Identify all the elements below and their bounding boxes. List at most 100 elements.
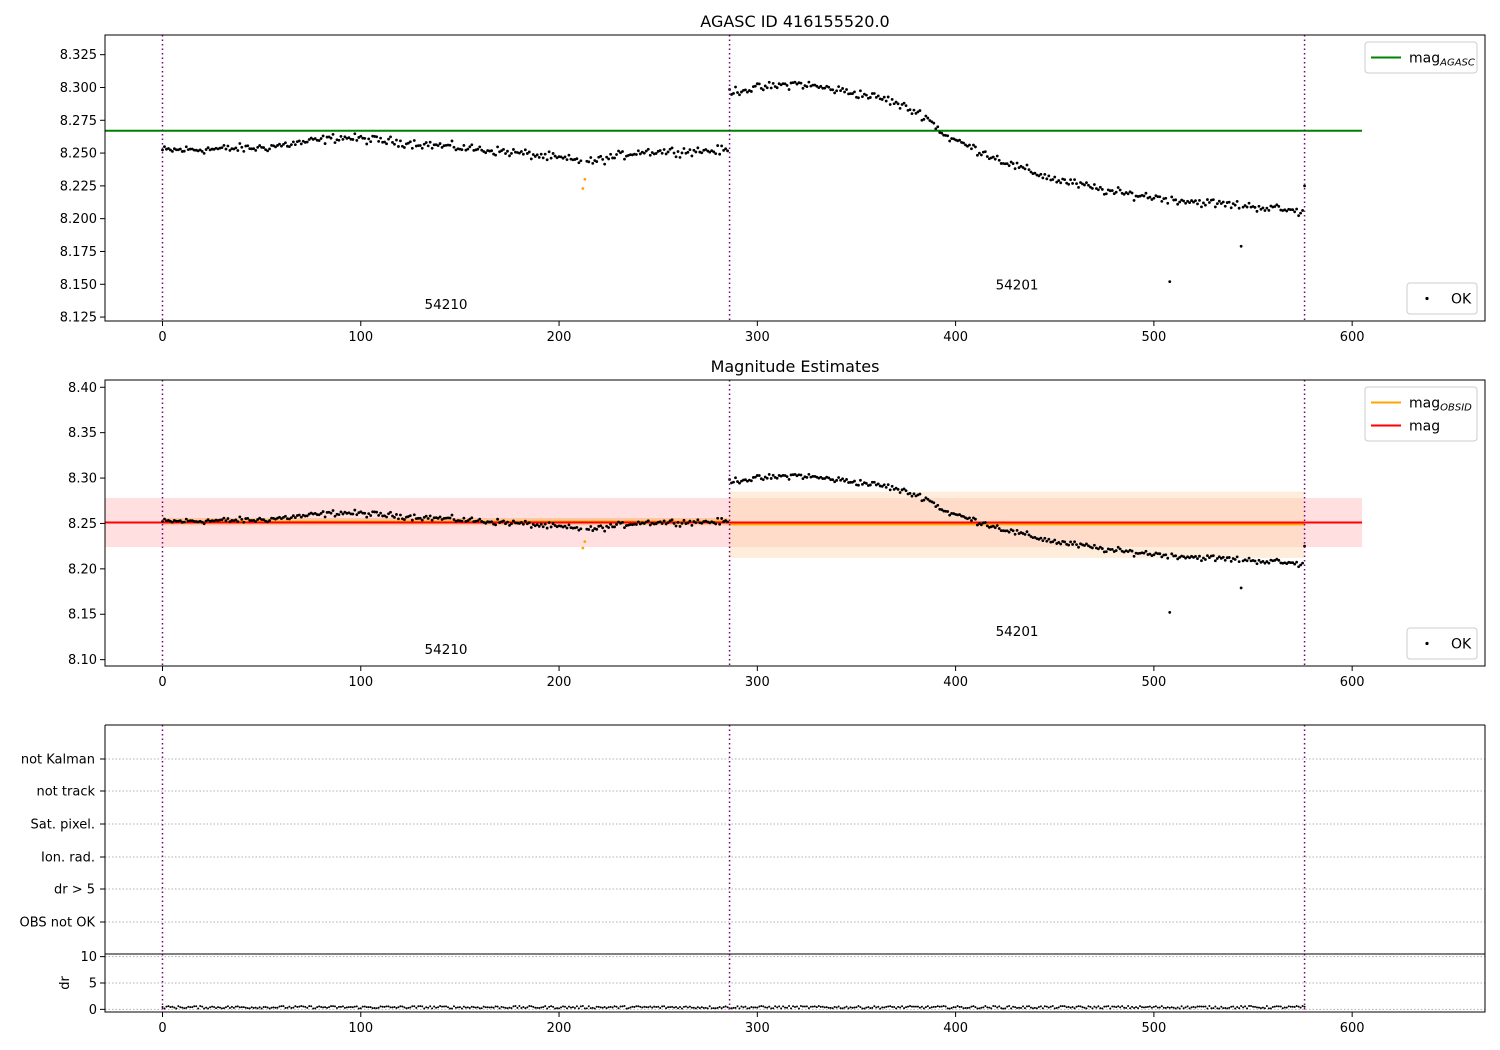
dr-point	[905, 1006, 908, 1009]
data-point	[365, 515, 369, 519]
dr-point	[679, 1005, 681, 1008]
data-point	[1073, 540, 1076, 544]
data-point	[811, 83, 815, 87]
data-point	[1130, 549, 1134, 553]
dr-point	[736, 1005, 739, 1008]
dr-point	[1214, 1005, 1217, 1008]
dr-point	[732, 1006, 735, 1009]
data-point	[1019, 164, 1023, 168]
dr-point	[470, 1005, 473, 1008]
data-point	[589, 525, 593, 528]
data-point	[1211, 554, 1215, 558]
data-point	[1085, 181, 1088, 185]
data-point	[418, 516, 422, 520]
dr-point	[625, 1007, 628, 1010]
dr-point	[387, 1005, 390, 1008]
data-point	[995, 154, 999, 158]
data-point	[537, 525, 541, 528]
dr-point	[244, 1006, 247, 1009]
data-point	[1239, 244, 1243, 248]
dr-point	[738, 1007, 741, 1010]
dr-point	[649, 1005, 652, 1008]
dr-point	[573, 1007, 576, 1010]
dr-point	[794, 1006, 796, 1009]
dr-point	[1232, 1005, 1235, 1008]
data-point	[985, 155, 989, 158]
dr-point	[298, 1005, 301, 1008]
dr-point	[768, 1005, 771, 1008]
data-point	[918, 109, 922, 112]
data-point	[246, 144, 250, 148]
data-point	[583, 540, 587, 544]
dr-point	[1037, 1005, 1040, 1008]
data-point	[169, 148, 172, 152]
data-point	[1098, 185, 1102, 189]
data-point	[607, 157, 611, 161]
data-point	[839, 478, 843, 482]
data-point	[1182, 555, 1186, 559]
dr-point	[569, 1006, 572, 1009]
data-point	[395, 513, 398, 516]
dr-point	[1297, 1005, 1300, 1008]
dr-point	[1107, 1005, 1110, 1008]
data-point	[664, 522, 668, 526]
dr-point	[409, 1006, 412, 1009]
data-point	[438, 515, 442, 519]
data-point	[1170, 195, 1174, 199]
data-point	[738, 481, 741, 485]
dr-point	[220, 1007, 223, 1010]
dr-point	[286, 1006, 289, 1009]
data-point	[922, 498, 926, 502]
dr-point	[801, 1005, 804, 1008]
y-tick-label: 8.275	[60, 114, 97, 129]
dr-point	[1279, 1005, 1282, 1008]
data-point	[402, 518, 406, 521]
data-point	[1098, 545, 1102, 549]
legend-label-subscript: OBSID	[1440, 403, 1472, 414]
dr-point	[181, 1006, 184, 1009]
data-point	[974, 517, 977, 521]
dr-point	[320, 1006, 323, 1009]
data-point	[831, 478, 835, 482]
panel-flags: not Kalman not track Sat. pixel. Ion. rad. d…	[20, 724, 1486, 954]
data-point	[319, 137, 323, 140]
data-point	[468, 145, 472, 149]
data-point	[426, 144, 430, 148]
data-point	[337, 513, 341, 517]
data-point	[1112, 192, 1116, 196]
dr-point	[506, 1007, 509, 1010]
data-point	[615, 523, 618, 526]
data-point	[397, 145, 400, 148]
data-point	[662, 519, 666, 523]
dr-point	[962, 1007, 965, 1010]
data-point	[623, 157, 626, 161]
dr-point	[1027, 1005, 1030, 1008]
data-point	[902, 487, 906, 491]
dr-point	[1085, 1007, 1088, 1010]
dr-point	[403, 1006, 406, 1009]
dr-point	[1025, 1005, 1028, 1008]
data-point	[861, 95, 864, 98]
dr-point	[772, 1007, 775, 1010]
data-point	[422, 142, 426, 146]
dr-point	[1067, 1005, 1070, 1008]
data-point	[480, 148, 484, 152]
data-point	[1051, 540, 1055, 544]
x-tick-label: 100	[348, 675, 373, 690]
data-point	[1221, 555, 1225, 559]
dr-point	[871, 1006, 874, 1009]
dr-point	[1146, 1005, 1149, 1008]
data-point	[460, 519, 464, 523]
data-point	[1164, 553, 1168, 557]
data-point	[1267, 209, 1271, 212]
data-point	[769, 86, 773, 90]
dr-point	[185, 1006, 188, 1009]
dr-point	[1224, 1006, 1227, 1009]
dr-point	[1123, 1006, 1126, 1009]
data-point	[916, 110, 920, 114]
data-point	[995, 524, 999, 527]
category-label: Sat. pixel.	[31, 818, 95, 833]
data-point	[821, 477, 825, 480]
data-point	[1053, 538, 1057, 542]
dr-point	[171, 1005, 174, 1008]
